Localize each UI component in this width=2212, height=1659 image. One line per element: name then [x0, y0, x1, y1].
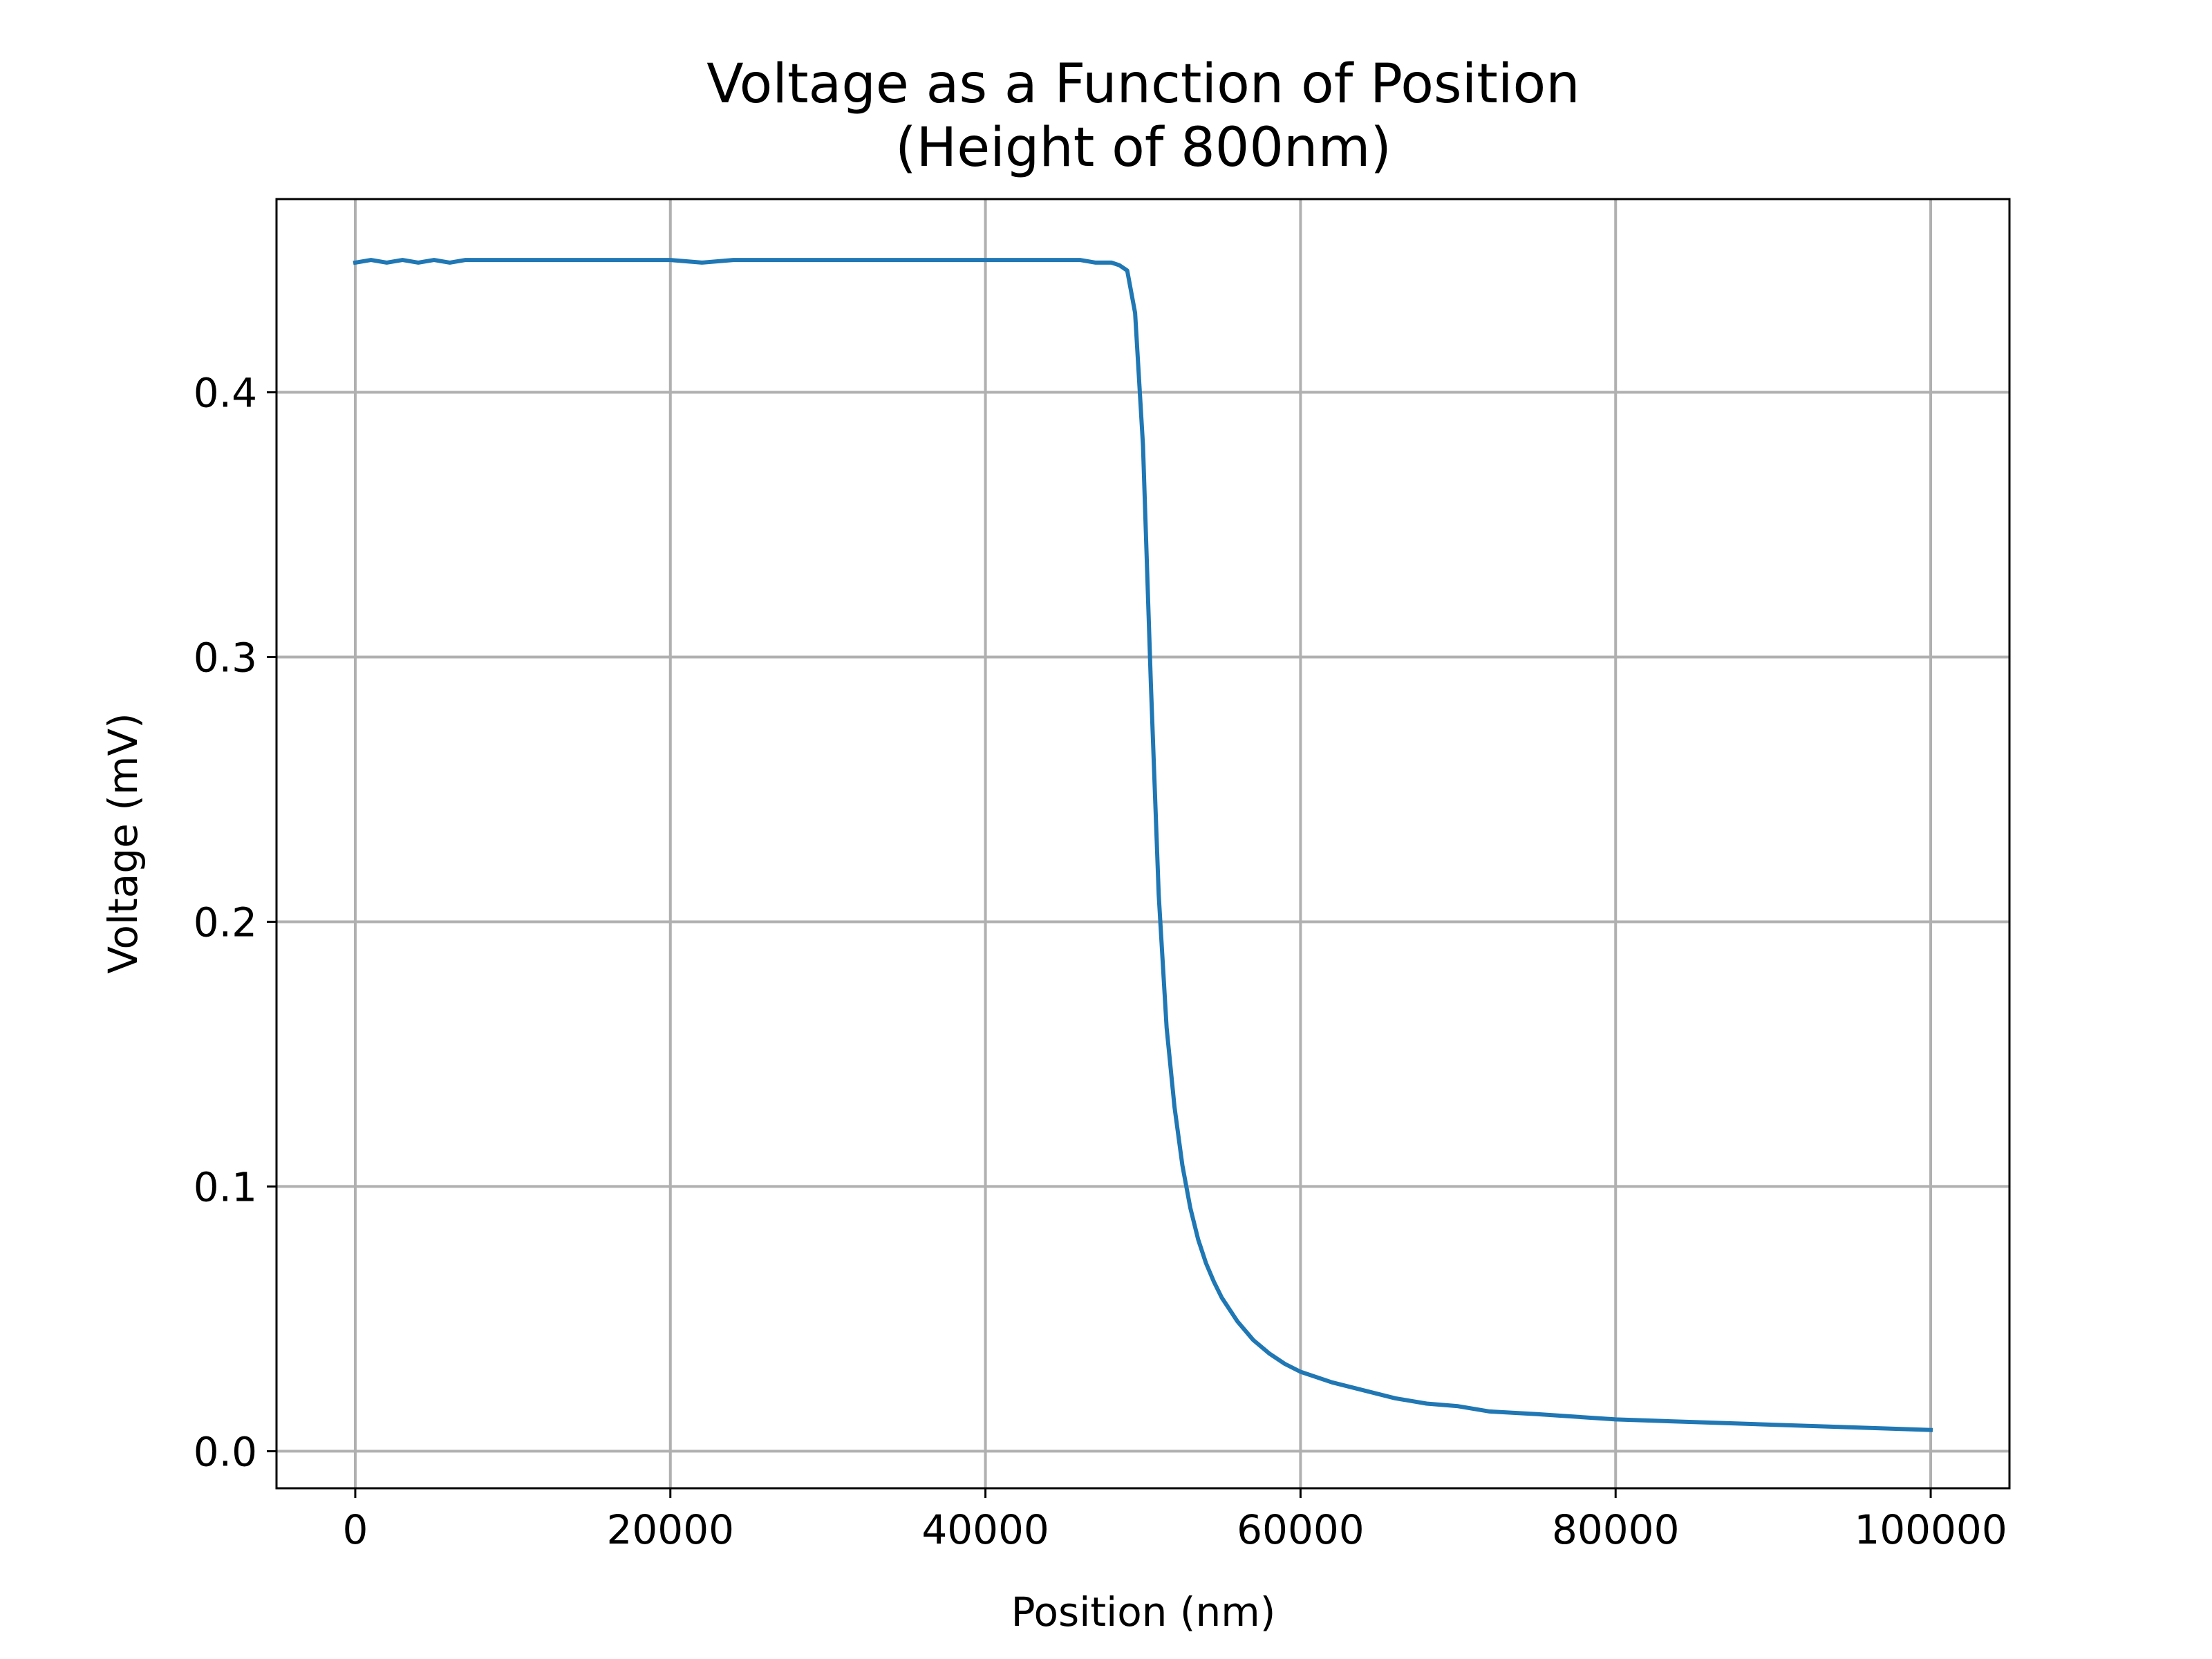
y-tick-label-4: 0.4 — [194, 370, 257, 417]
y-tick-label-1: 0.1 — [194, 1163, 257, 1210]
x-tick-label-0: 0 — [343, 1506, 368, 1553]
x-tick-label-3: 60000 — [1237, 1506, 1365, 1553]
y-tick-label-0: 0.0 — [194, 1428, 257, 1475]
plot-frame — [275, 198, 2011, 1490]
y-axis-label: Voltage (mV) — [100, 713, 147, 973]
x-tick-labels: 0 20000 40000 60000 80000 100000 — [343, 1506, 2007, 1553]
x-tick-label-4: 80000 — [1552, 1506, 1680, 1553]
x-tick-label-5: 100000 — [1854, 1506, 2007, 1553]
grid-lines — [276, 199, 2009, 1488]
series-layer — [353, 258, 1933, 1432]
y-tick-label-3: 0.3 — [194, 635, 257, 682]
series-line-0 — [353, 258, 1933, 1432]
x-tick-label-1: 20000 — [607, 1506, 735, 1553]
tick-marks — [267, 391, 1932, 1498]
chart-subtitle: (Height of 800nm) — [895, 117, 1391, 179]
x-axis-label: Position (nm) — [1011, 1588, 1276, 1635]
x-tick-label-2: 40000 — [921, 1506, 1049, 1553]
chart-title: Voltage as a Function of Position — [706, 53, 1580, 115]
y-tick-labels: 0.0 0.1 0.2 0.3 0.4 — [194, 370, 257, 1476]
y-tick-label-2: 0.2 — [194, 899, 257, 946]
